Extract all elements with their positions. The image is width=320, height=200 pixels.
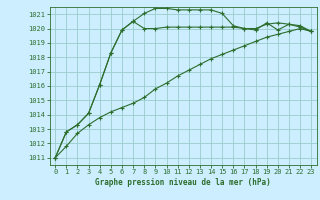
X-axis label: Graphe pression niveau de la mer (hPa): Graphe pression niveau de la mer (hPa) [95,178,271,187]
